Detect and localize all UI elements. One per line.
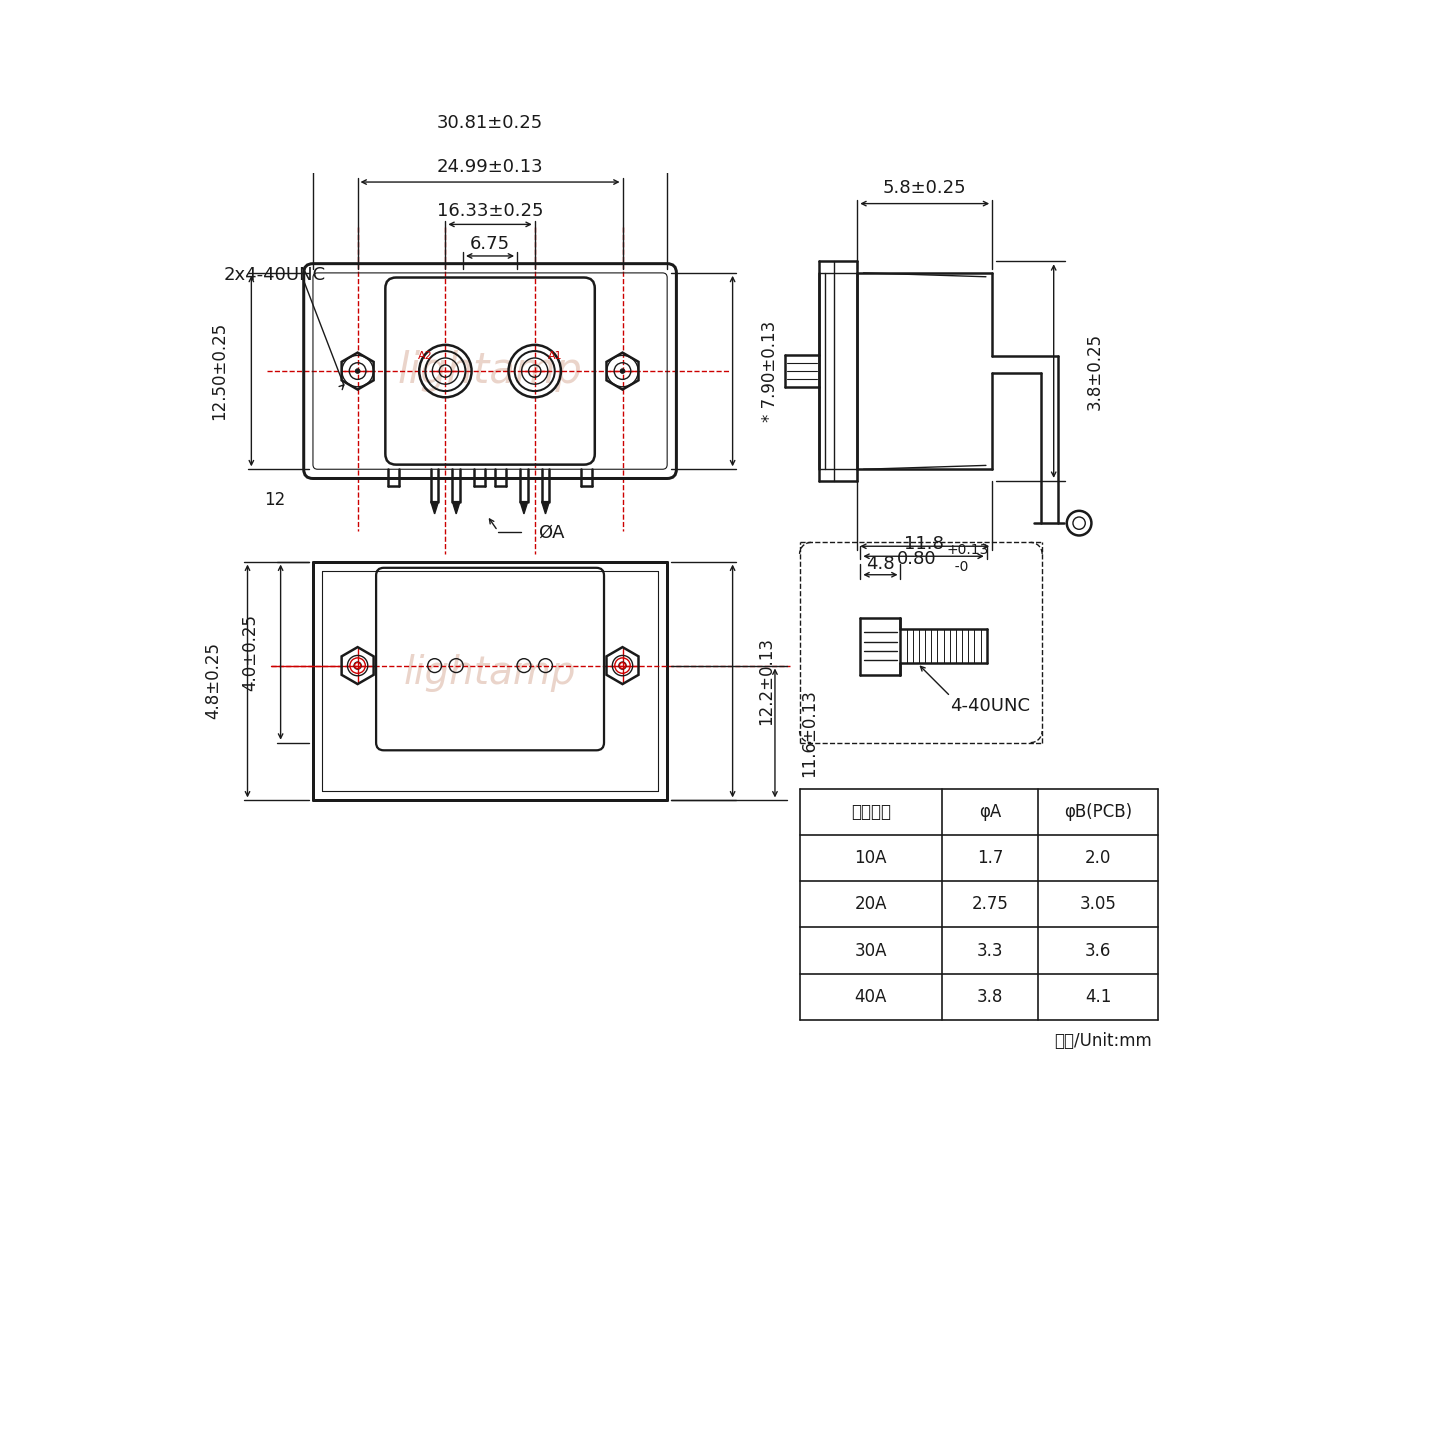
Text: 10A: 10A (854, 850, 887, 867)
Text: lightamp: lightamp (403, 654, 576, 693)
Text: 11.6±0.13: 11.6±0.13 (799, 688, 818, 778)
Text: 11.8: 11.8 (904, 534, 943, 553)
Text: 额定电流: 额定电流 (851, 804, 891, 821)
Text: A2: A2 (418, 351, 433, 360)
Text: lightamp: lightamp (397, 350, 582, 392)
Text: 30.81±0.25: 30.81±0.25 (436, 114, 543, 131)
Text: φA: φA (979, 804, 1001, 821)
Text: 12: 12 (264, 491, 285, 510)
Text: φB(PCB): φB(PCB) (1064, 804, 1132, 821)
Polygon shape (452, 501, 459, 514)
Text: 3.8±0.25: 3.8±0.25 (1086, 333, 1103, 409)
Text: 12.2±0.13: 12.2±0.13 (757, 636, 776, 724)
Text: 4.1: 4.1 (1084, 988, 1112, 1005)
Text: 4.8±0.25: 4.8±0.25 (204, 642, 223, 720)
Text: 4.8: 4.8 (865, 554, 894, 573)
Circle shape (356, 369, 360, 373)
Text: 4-40UNC: 4-40UNC (950, 697, 1031, 714)
Circle shape (621, 369, 625, 373)
Polygon shape (431, 501, 438, 514)
Text: +0.13
  -0: +0.13 -0 (946, 543, 989, 573)
Polygon shape (520, 501, 528, 514)
Text: 2x4-40UNC: 2x4-40UNC (223, 266, 325, 284)
Polygon shape (541, 501, 549, 514)
Text: * 7.90±0.13: * 7.90±0.13 (760, 321, 779, 422)
Text: 0.80: 0.80 (897, 550, 937, 567)
Text: 3.3: 3.3 (976, 942, 1004, 959)
Text: ØA: ØA (539, 523, 564, 541)
Text: 3.6: 3.6 (1084, 942, 1112, 959)
Text: 30A: 30A (854, 942, 887, 959)
Text: 12.50±0.25: 12.50±0.25 (210, 323, 228, 420)
Text: 1.7: 1.7 (976, 850, 1004, 867)
Text: A1: A1 (547, 351, 562, 360)
Text: 16.33±0.25: 16.33±0.25 (436, 202, 543, 219)
Text: 40A: 40A (854, 988, 887, 1005)
Text: 5.8±0.25: 5.8±0.25 (883, 179, 966, 197)
Text: 2.75: 2.75 (972, 896, 1008, 913)
Text: 4.0±0.25: 4.0±0.25 (240, 613, 259, 691)
Text: 3.8: 3.8 (976, 988, 1004, 1005)
Text: 24.99±0.13: 24.99±0.13 (436, 157, 543, 176)
Text: 单位/Unit:mm: 单位/Unit:mm (1054, 1032, 1152, 1050)
Text: 2.0: 2.0 (1084, 850, 1112, 867)
Text: 20A: 20A (854, 896, 887, 913)
Text: 3.05: 3.05 (1080, 896, 1116, 913)
Text: 6.75: 6.75 (469, 235, 510, 252)
